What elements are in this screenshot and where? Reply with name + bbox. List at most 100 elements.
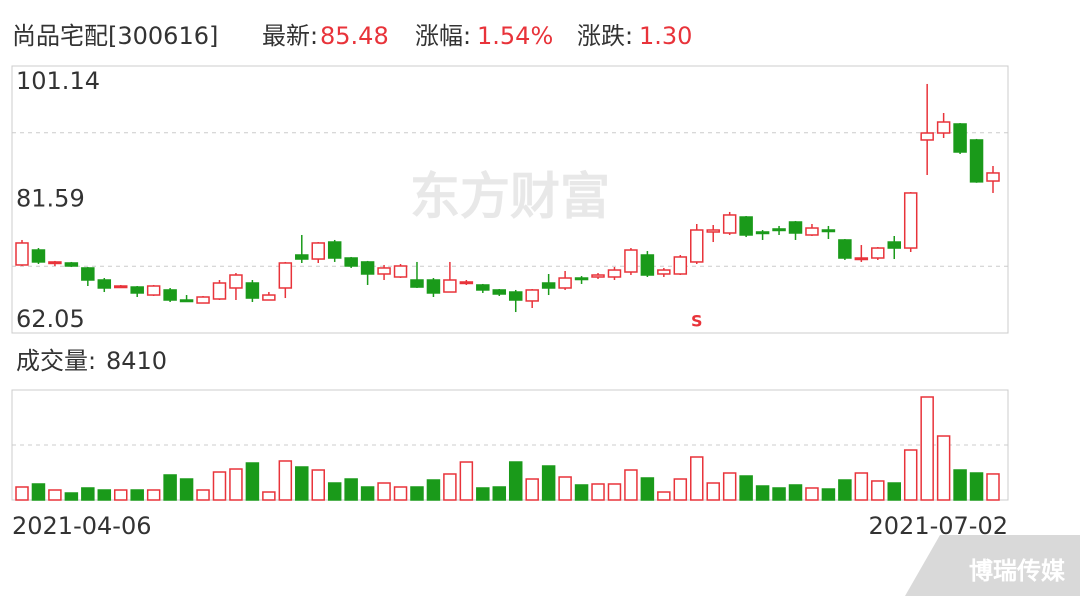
candle-body [722, 214, 737, 234]
volume-bar [245, 462, 260, 501]
volume-bar [311, 469, 325, 501]
volume-bar [805, 487, 819, 501]
volume-bar [212, 471, 227, 501]
candle-body [113, 285, 128, 289]
change-pct-label: 涨幅: [415, 22, 471, 50]
candle-body [903, 192, 918, 249]
candle-body [508, 291, 523, 301]
candle-body [936, 121, 951, 134]
volume-latest: 8410 [106, 347, 167, 375]
volume-bar [574, 484, 589, 501]
candle-body [393, 265, 408, 278]
volume-bar [81, 487, 95, 501]
candle-body [871, 247, 885, 259]
candle-body [459, 281, 474, 285]
candle-body [278, 262, 293, 289]
candle-body [196, 296, 210, 304]
volume-bar [772, 487, 786, 501]
volume-label: 成交量: [16, 347, 96, 375]
volume-bar [344, 478, 358, 501]
volume-bar [295, 466, 309, 501]
stock-name: 尚品宅配[300616] [12, 22, 218, 50]
volume-bar [113, 489, 128, 501]
volume-bar [525, 478, 539, 501]
logo: 博瑞传媒 [969, 557, 1066, 585]
candle-body [245, 282, 260, 299]
candle-body [360, 261, 375, 275]
logo-bg [905, 535, 1080, 596]
candle-body [706, 229, 720, 233]
candle-body [97, 279, 112, 289]
volume-bar [262, 491, 276, 501]
volume-bar [854, 472, 869, 501]
candle-body [591, 274, 605, 278]
volume-bar [377, 482, 391, 501]
candle-body [64, 262, 79, 267]
candle-body [130, 286, 144, 294]
volume-bar [788, 484, 803, 501]
volume-bar [722, 472, 737, 501]
volume-bar [871, 480, 885, 501]
candle-body [492, 289, 507, 295]
volume-bar [986, 473, 1000, 501]
volume-bar [97, 489, 112, 501]
y-tick-label: 81.59 [16, 185, 85, 213]
volume-bar [163, 474, 177, 501]
candle-body [81, 267, 95, 281]
candle-body [772, 228, 786, 232]
volume-bar [31, 483, 46, 501]
volume-bar [903, 449, 918, 501]
candle-body [821, 229, 836, 233]
candle-body [854, 257, 869, 261]
latest-label: 最新: [262, 22, 318, 50]
change-pct-value: 1.54% [477, 22, 553, 50]
volume-bar [508, 461, 523, 501]
candle-body [311, 242, 325, 260]
volume-bar [887, 482, 902, 501]
watermark: 东方财富 [410, 168, 610, 226]
candle-body [558, 277, 572, 289]
candle-body [212, 282, 227, 300]
candle-body [31, 249, 46, 263]
candle-body [295, 254, 309, 260]
volume-bar [838, 479, 852, 501]
candle-body [690, 229, 704, 263]
volume-bar [426, 479, 441, 501]
volume-bar [541, 465, 556, 501]
volume-bar [360, 486, 375, 501]
volume-bar [196, 489, 210, 501]
volume-bar [558, 476, 572, 501]
candle-body [377, 267, 391, 275]
change-label: 涨跌: [577, 22, 633, 50]
volume-bar [443, 473, 457, 501]
candle-body [179, 299, 194, 303]
candle-body [805, 227, 819, 236]
candle-body [640, 254, 655, 276]
volume-bar [48, 489, 62, 501]
candle-body [163, 289, 177, 301]
volume-bar [327, 482, 342, 501]
x-tick-label: 2021-07-02 [869, 512, 1008, 540]
volume-bar [706, 482, 720, 501]
candle-body [443, 279, 457, 293]
candle-body [146, 285, 161, 296]
candle-body [15, 242, 29, 266]
volume-bar [278, 460, 293, 501]
candle-body [262, 294, 276, 301]
volume-bar [624, 469, 638, 501]
volume-bar [920, 396, 934, 501]
volume-bar [640, 477, 655, 501]
candle-body [426, 279, 441, 294]
volume-bar [755, 485, 770, 501]
x-tick-label: 2021-04-06 [12, 512, 151, 540]
volume-bar [229, 468, 243, 501]
y-tick-label: 101.14 [16, 67, 100, 95]
volume-bar [607, 483, 622, 501]
volume-bar [492, 486, 507, 501]
candle-body [953, 123, 967, 153]
candle-body [48, 261, 62, 265]
candle-body [673, 256, 688, 275]
candle-body [525, 289, 539, 302]
